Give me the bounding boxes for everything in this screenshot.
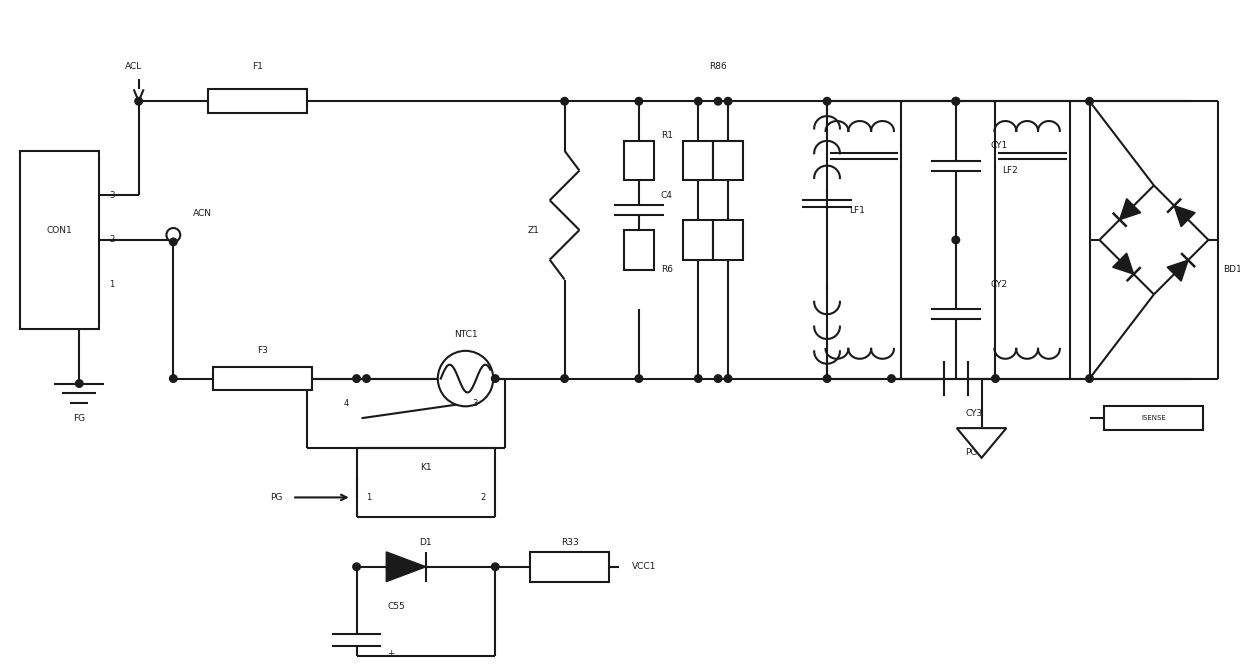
Circle shape [724, 375, 732, 383]
Circle shape [363, 375, 371, 383]
Circle shape [1086, 98, 1094, 105]
Circle shape [823, 98, 831, 105]
Text: C55: C55 [387, 602, 405, 611]
Circle shape [491, 563, 498, 571]
Circle shape [353, 563, 361, 571]
Text: CY3: CY3 [966, 409, 983, 417]
Circle shape [166, 228, 180, 242]
Circle shape [714, 98, 722, 105]
Text: 3: 3 [472, 399, 479, 408]
Polygon shape [1112, 253, 1133, 274]
Text: F3: F3 [257, 347, 268, 355]
Bar [529, 552, 609, 581]
Bar [20, 151, 99, 329]
Text: K1: K1 [420, 463, 432, 472]
Circle shape [135, 98, 143, 105]
Circle shape [170, 375, 177, 383]
Text: VCC1: VCC1 [631, 562, 656, 571]
Text: 1: 1 [367, 493, 372, 502]
Bar [683, 220, 713, 260]
Circle shape [438, 351, 494, 406]
Text: 2: 2 [480, 493, 485, 502]
Text: PG: PG [966, 448, 978, 458]
Text: 2: 2 [109, 235, 114, 244]
Bar [1105, 406, 1204, 430]
Text: R86: R86 [709, 62, 727, 71]
Text: CY2: CY2 [991, 280, 1008, 289]
Circle shape [694, 98, 702, 105]
Text: CON1: CON1 [47, 225, 72, 235]
Circle shape [76, 380, 83, 387]
Circle shape [353, 375, 361, 383]
Polygon shape [1174, 205, 1195, 227]
Bar [713, 141, 743, 181]
Bar [624, 230, 653, 270]
Text: 4: 4 [343, 399, 350, 408]
Circle shape [694, 375, 702, 383]
Text: LF1: LF1 [849, 205, 864, 215]
Text: ISENSE: ISENSE [1142, 415, 1167, 421]
Text: C4: C4 [661, 191, 672, 200]
Circle shape [952, 236, 960, 244]
Bar [624, 141, 653, 181]
Text: R33: R33 [560, 537, 578, 547]
Bar [713, 220, 743, 260]
Circle shape [823, 375, 831, 383]
Text: LF2: LF2 [1002, 166, 1018, 175]
Circle shape [952, 98, 960, 105]
Text: NTC1: NTC1 [454, 330, 477, 339]
Polygon shape [957, 428, 1007, 458]
Circle shape [888, 375, 895, 383]
Text: Z1: Z1 [528, 225, 539, 235]
Bar [213, 367, 312, 391]
Text: ACL: ACL [125, 62, 143, 71]
Circle shape [560, 375, 568, 383]
Circle shape [714, 375, 722, 383]
Circle shape [491, 375, 498, 383]
Text: BD1: BD1 [1223, 265, 1240, 274]
Circle shape [635, 375, 642, 383]
Polygon shape [957, 428, 1007, 458]
Text: D1: D1 [419, 537, 433, 547]
Polygon shape [387, 552, 425, 581]
Text: 3: 3 [109, 191, 114, 200]
Polygon shape [1120, 199, 1141, 219]
Text: ACN: ACN [193, 209, 212, 217]
Text: R6: R6 [661, 265, 672, 274]
Bar [208, 90, 308, 113]
Circle shape [952, 98, 960, 105]
Text: CY1: CY1 [991, 141, 1008, 151]
Circle shape [635, 98, 642, 105]
Text: +: + [387, 650, 396, 658]
Circle shape [1086, 375, 1094, 383]
Polygon shape [1167, 260, 1188, 281]
Text: 1: 1 [109, 280, 114, 289]
Text: R1: R1 [661, 131, 672, 140]
Bar [683, 141, 713, 181]
Text: PG: PG [270, 493, 283, 502]
Circle shape [170, 238, 177, 246]
Text: FG: FG [73, 413, 86, 423]
Circle shape [724, 98, 732, 105]
Text: F1: F1 [252, 62, 263, 71]
Circle shape [992, 375, 999, 383]
Circle shape [560, 98, 568, 105]
